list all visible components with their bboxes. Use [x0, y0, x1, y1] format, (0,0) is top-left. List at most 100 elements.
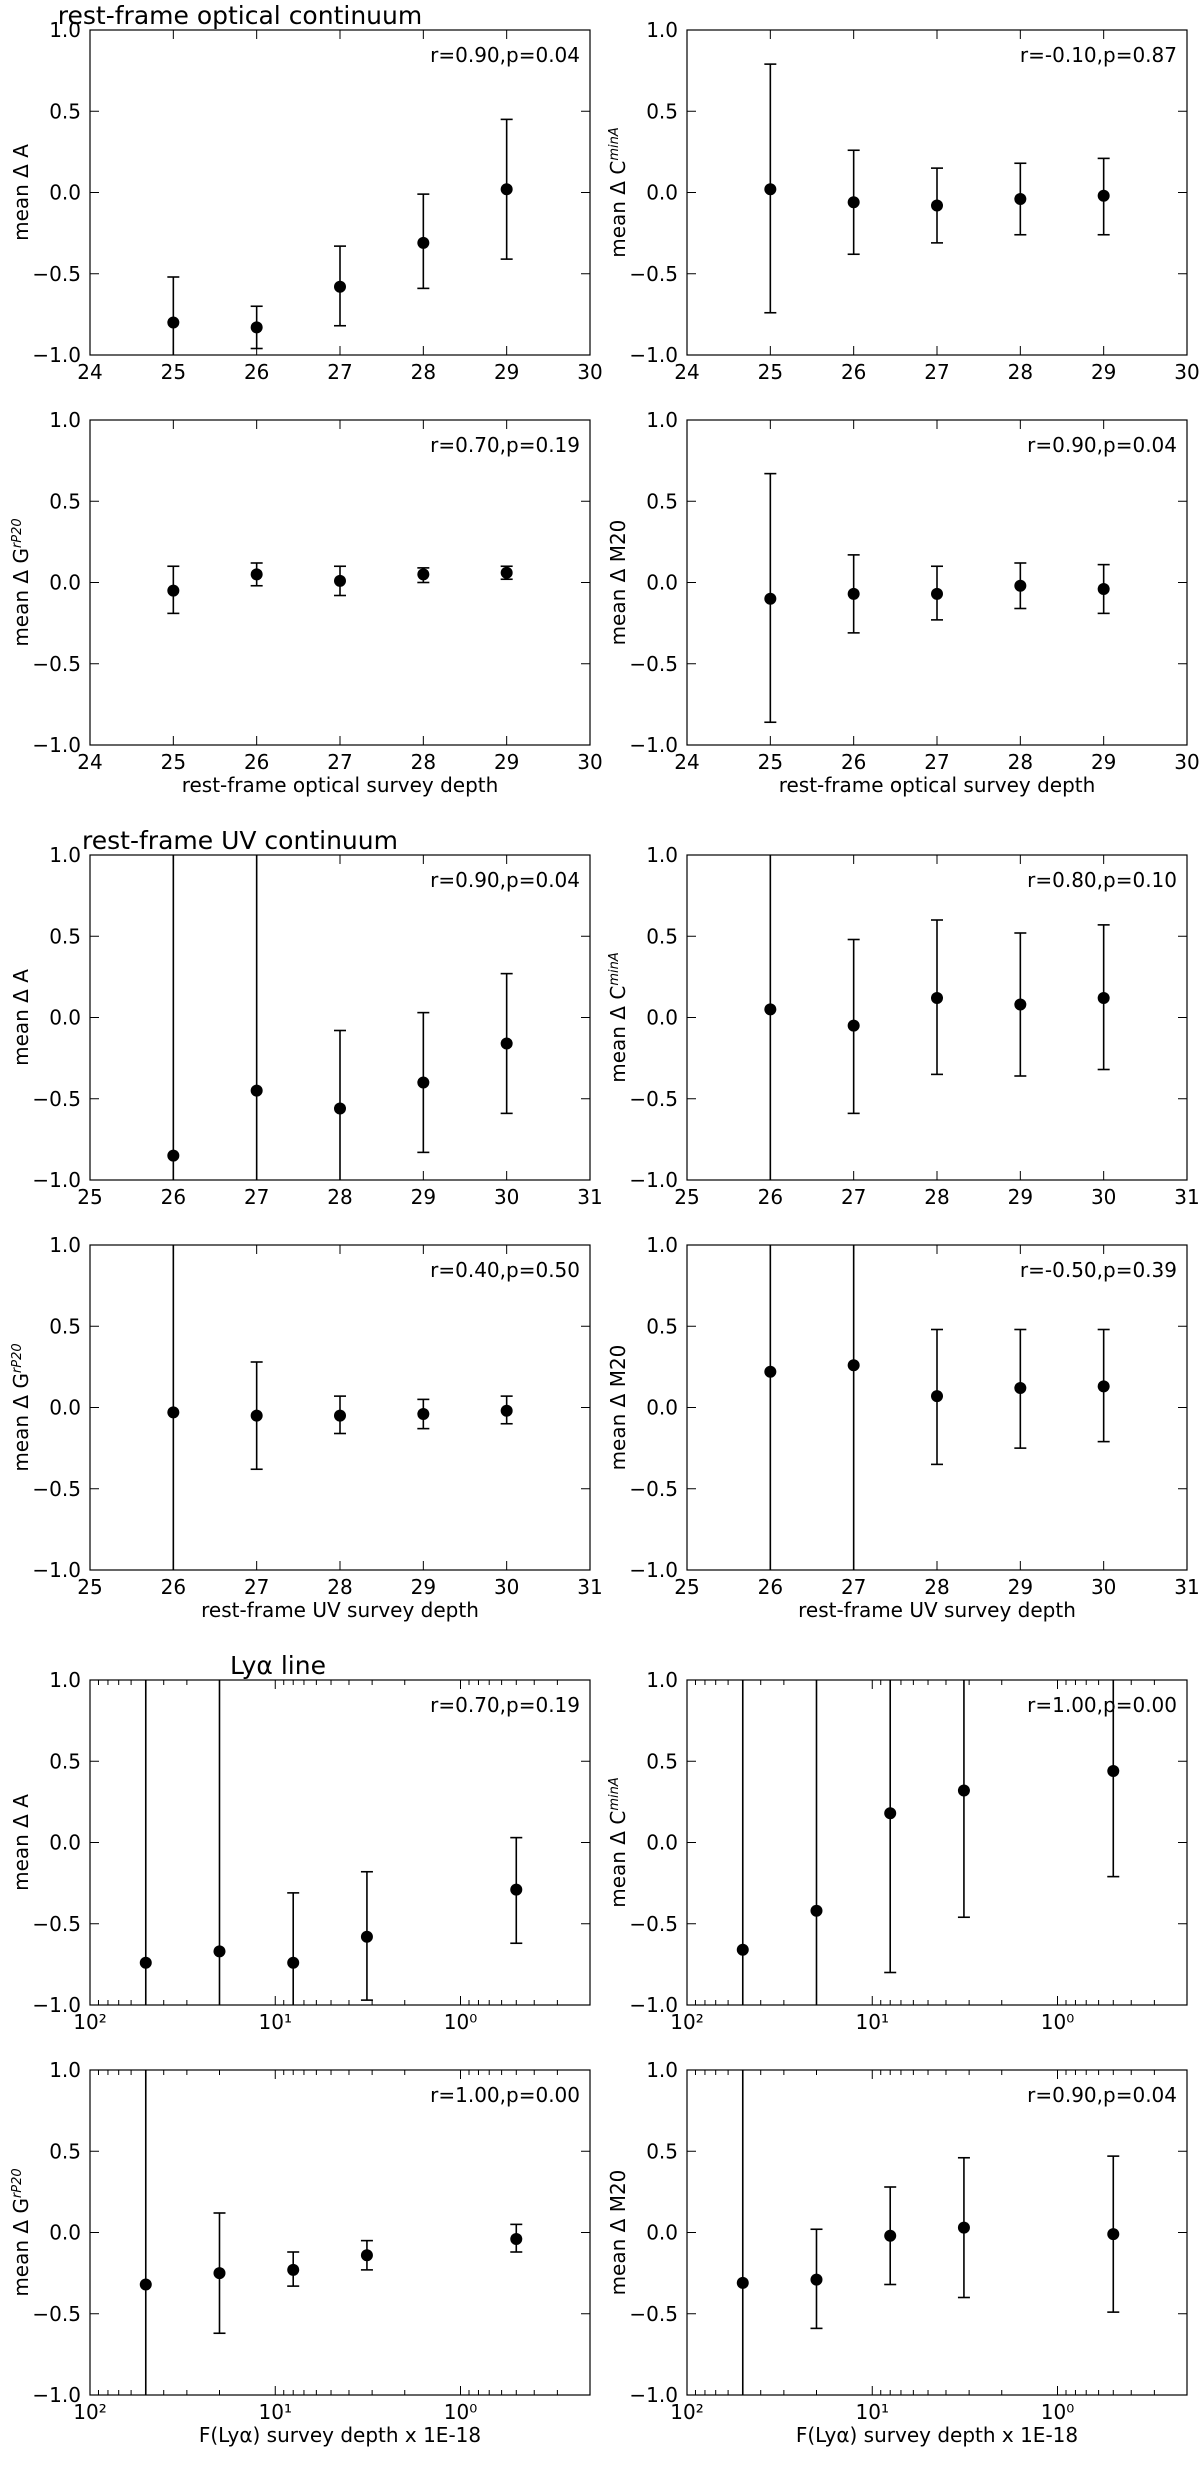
x-tick-label: 10¹	[856, 2400, 889, 2424]
data-point	[139, 2278, 152, 2291]
data-point	[847, 196, 860, 209]
data-point	[500, 566, 513, 579]
data-point	[500, 1037, 513, 1050]
data-point	[510, 2233, 523, 2245]
y-tick-label: −1.0	[629, 1993, 678, 2017]
x-tick-label: 26	[161, 1575, 186, 1599]
data-point	[931, 992, 943, 1004]
y-tick-label: 1.0	[49, 843, 81, 867]
data-point	[764, 592, 777, 605]
x-tick-label: 31	[1174, 1185, 1199, 1209]
data-point	[810, 1904, 823, 1917]
x-tick-label: 30	[577, 360, 602, 384]
data-point	[334, 574, 346, 587]
x-tick-label: 30	[1091, 1185, 1116, 1209]
x-tick-label: 10⁰	[444, 2400, 477, 2424]
y-tick-label: 1.0	[646, 18, 678, 42]
section-title-optical: rest-frame optical continuum	[58, 1, 422, 30]
x-tick-label: 10²	[73, 2400, 106, 2424]
correlation-annotation: r=0.70,p=0.19	[430, 433, 580, 457]
y-axis-label: mean Δ A	[9, 969, 33, 1066]
x-tick-label: 10²	[670, 2010, 703, 2034]
plot-frame	[686, 1244, 1188, 1571]
y-tick-label: −0.5	[32, 1912, 81, 1936]
x-tick-label: 28	[411, 750, 436, 774]
y-tick-label: 0.5	[49, 924, 81, 948]
y-tick-label: 1.0	[646, 1233, 678, 1257]
plot-frame	[89, 854, 591, 1181]
y-tick-label: 0.5	[646, 1314, 678, 1338]
data-point	[139, 1956, 152, 1969]
x-tick-label: 27	[327, 360, 352, 384]
x-tick-label: 25	[758, 750, 783, 774]
x-tick-label: 24	[674, 360, 699, 384]
x-tick-label: 29	[1008, 1185, 1033, 1209]
panel-8: −1.0 −0.5 0.0 0.5 1.0 25 26 27 28 29 30 31 r=-0.50,p…	[606, 1233, 1200, 1622]
correlation-annotation: r=1.00,p=0.00	[1027, 1693, 1177, 1717]
y-axis-label: mean Δ M20	[606, 1345, 630, 1471]
section-title-lya: Lyα line	[230, 1651, 326, 1680]
x-tick-label: 10²	[670, 2400, 703, 2424]
y-tick-label: 0.5	[646, 1749, 678, 1773]
panel-2: −1.0 −0.5 0.0 0.5 1.0 24 25 26 27 28 29 30 r=-0.10,p…	[606, 18, 1200, 384]
x-tick-label: 10⁰	[1041, 2010, 1074, 2034]
y-axis-label-superscript: rP20	[10, 518, 25, 548]
y-tick-label: 1.0	[646, 408, 678, 432]
y-tick-label: 0.5	[646, 489, 678, 513]
x-tick-label: 29	[411, 1575, 436, 1599]
y-tick-label: −0.5	[629, 1912, 678, 1936]
x-tick-label: 29	[1091, 750, 1116, 774]
data-point	[931, 1390, 943, 1403]
y-tick-label: −0.5	[32, 1087, 81, 1111]
x-tick-label: 26	[841, 360, 866, 384]
x-tick-label: 30	[1091, 1575, 1116, 1599]
data-point	[847, 1019, 860, 1032]
panel-7: −1.0 −0.5 0.0 0.5 1.0 25 26 27 28 29 30 31 r=0.40,p=…	[9, 1233, 603, 1622]
y-tick-label: −1.0	[629, 2383, 678, 2407]
y-axis-label-superscript: minA	[607, 1777, 622, 1810]
y-tick-label: 0.0	[49, 181, 81, 205]
data-point	[957, 2221, 970, 2234]
data-point	[764, 1003, 777, 1016]
x-tick-label: 28	[924, 1575, 949, 1599]
correlation-annotation: r=0.90,p=0.04	[430, 868, 580, 892]
y-tick-label: −1.0	[629, 733, 678, 757]
data-point	[1107, 1765, 1120, 1777]
x-tick-label: 29	[494, 750, 519, 774]
x-axis-label: rest-frame UV survey depth	[798, 1598, 1076, 1622]
x-tick-label: 28	[411, 360, 436, 384]
data-point	[167, 1406, 180, 1419]
y-tick-label: 0.0	[49, 1831, 81, 1855]
data-point	[500, 1404, 513, 1417]
plot-frame	[89, 1244, 591, 1571]
x-tick-label: 31	[577, 1575, 602, 1599]
y-tick-label: 0.5	[646, 924, 678, 948]
panel-4: −1.0 −0.5 0.0 0.5 1.0 24 25 26 27 28 29 30 r=0.90,p=…	[606, 408, 1200, 797]
data-point	[1097, 1380, 1110, 1393]
x-tick-label: 27	[244, 1575, 269, 1599]
x-tick-label: 24	[77, 360, 102, 384]
correlation-annotation: r=1.00,p=0.00	[430, 2083, 580, 2107]
y-axis-label: mean Δ A	[9, 144, 33, 241]
correlation-annotation: r=0.40,p=0.50	[430, 1258, 580, 1282]
correlation-annotation: r=0.90,p=0.04	[1027, 433, 1177, 457]
section-title-uv: rest-frame UV continuum	[82, 826, 398, 855]
x-tick-label: 31	[577, 1185, 602, 1209]
x-tick-label: 30	[1174, 360, 1199, 384]
x-tick-label: 27	[924, 750, 949, 774]
x-tick-label: 26	[758, 1575, 783, 1599]
data-point	[167, 584, 180, 597]
plot-frame	[89, 1679, 591, 2006]
data-point	[360, 2249, 373, 2262]
x-tick-label: 26	[244, 360, 269, 384]
data-point	[931, 587, 943, 600]
y-axis-label-superscript: rP20	[10, 2168, 25, 2198]
data-point	[334, 280, 346, 293]
x-tick-label: 25	[674, 1575, 699, 1599]
x-tick-label: 30	[1174, 750, 1199, 774]
data-point	[764, 1365, 777, 1378]
correlation-annotation: r=0.70,p=0.19	[430, 1693, 580, 1717]
data-point	[810, 2273, 823, 2286]
data-point	[417, 1408, 430, 1420]
y-tick-label: −1.0	[32, 1558, 81, 1582]
